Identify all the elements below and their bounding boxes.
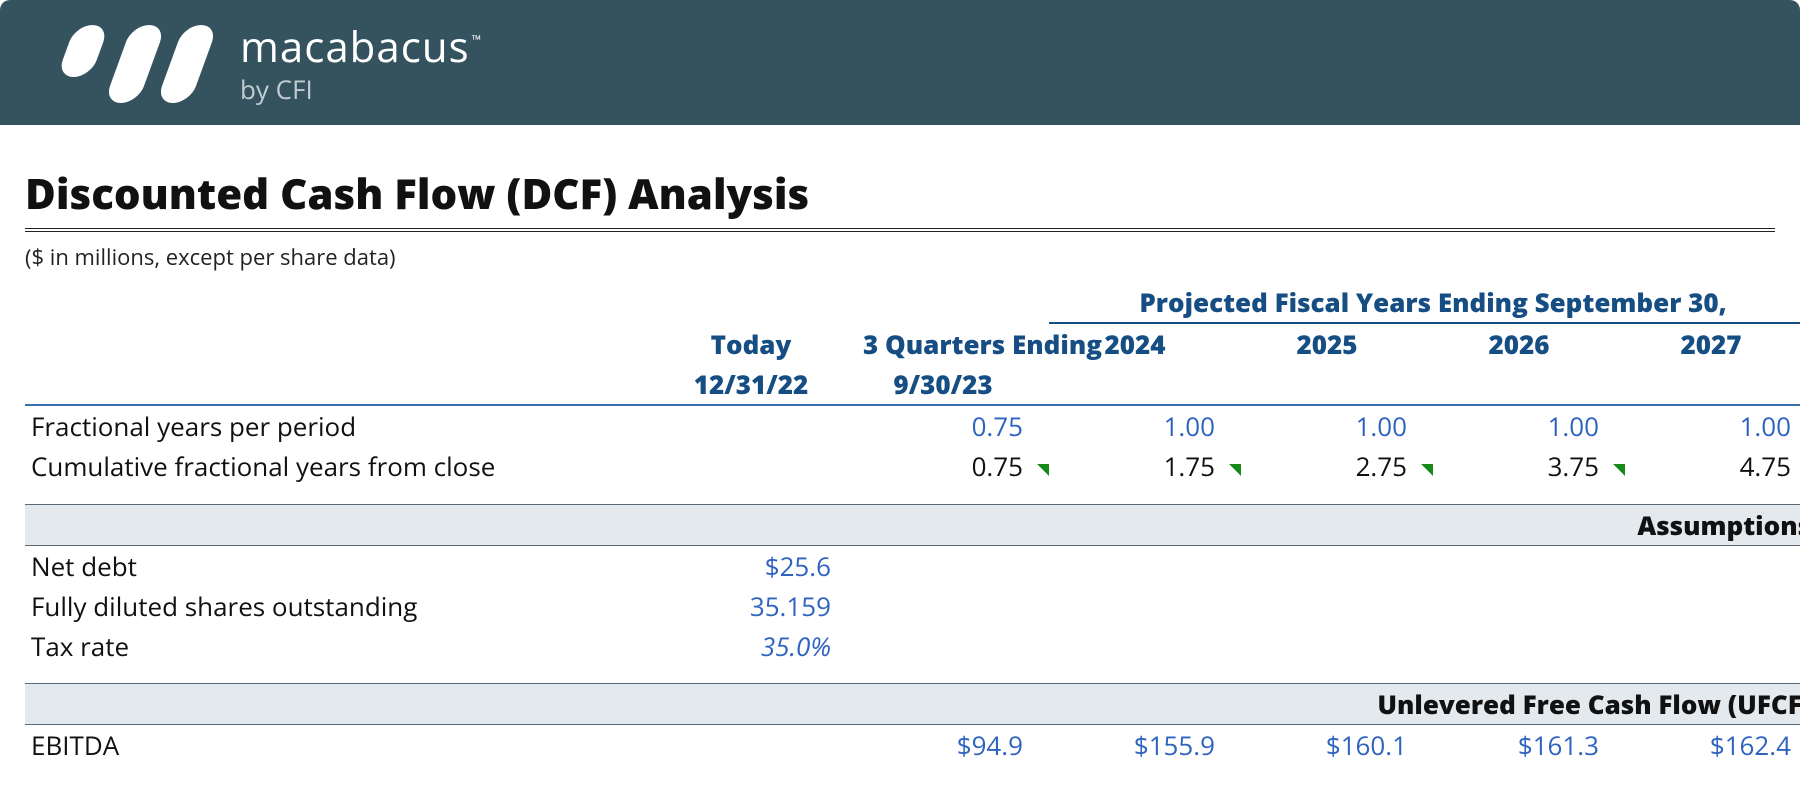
page-subtitle: ($ in millions, except per share data) [25, 242, 1775, 272]
section-assumptions: Assumptions [25, 504, 1800, 545]
cell-comment-icon [1613, 464, 1625, 476]
brand-byline: by CFI [240, 71, 480, 107]
header-year-2026: 2026 [1433, 323, 1605, 364]
header-today-top: Today [665, 323, 837, 364]
row-net-debt: Net debt $25.6 [25, 545, 1800, 586]
row-tax-rate: Tax rate 35.0% [25, 626, 1800, 666]
header-year-2027: 2027 [1625, 323, 1797, 364]
section-ufcf: Unlevered Free Cash Flow (UFCF) [25, 684, 1800, 725]
cell-comment-icon [1037, 464, 1049, 476]
row-fractional-years-per-period: Fractional years per period 0.75 1.00 1.… [25, 405, 1800, 446]
brand-name: macabacus [240, 18, 470, 75]
trademark-symbol: ™ [472, 31, 482, 48]
header-row-dates: 12/31/22 9/30/23 [25, 364, 1800, 405]
dcf-table: 3 Quarters Ending Projected Fiscal Years… [25, 282, 1800, 765]
page-title: Discounted Cash Flow (DCF) Analysis [25, 165, 1775, 222]
row-fdso: Fully diluted shares outstanding 35.159 [25, 586, 1800, 626]
row-label: Cumulative fractional years from close [25, 446, 665, 486]
header-year-2025: 2025 [1241, 323, 1413, 364]
header-today-date: 12/31/22 [665, 364, 837, 405]
header-stub-date: 9/30/23 [857, 364, 1029, 405]
row-cumulative-fractional-years: Cumulative fractional years from close 0… [25, 446, 1800, 486]
brand-header: macabacus™ by CFI [0, 0, 1800, 125]
header-stub-top: 3 Quarters Ending [857, 282, 1029, 364]
cell-comment-icon [1229, 464, 1241, 476]
header-row-top: 3 Quarters Ending Projected Fiscal Years… [25, 282, 1800, 323]
row-ebitda: EBITDA $94.9 $155.9 $160.1 $161.3 $162.4 [25, 725, 1800, 766]
title-divider [25, 228, 1775, 232]
row-label: Fractional years per period [25, 405, 665, 446]
brand-logo-icon [60, 23, 220, 103]
header-projected-span: Projected Fiscal Years Ending September … [1049, 282, 1800, 323]
cell-comment-icon [1421, 464, 1433, 476]
brand-logo-text: macabacus™ by CFI [240, 18, 480, 107]
